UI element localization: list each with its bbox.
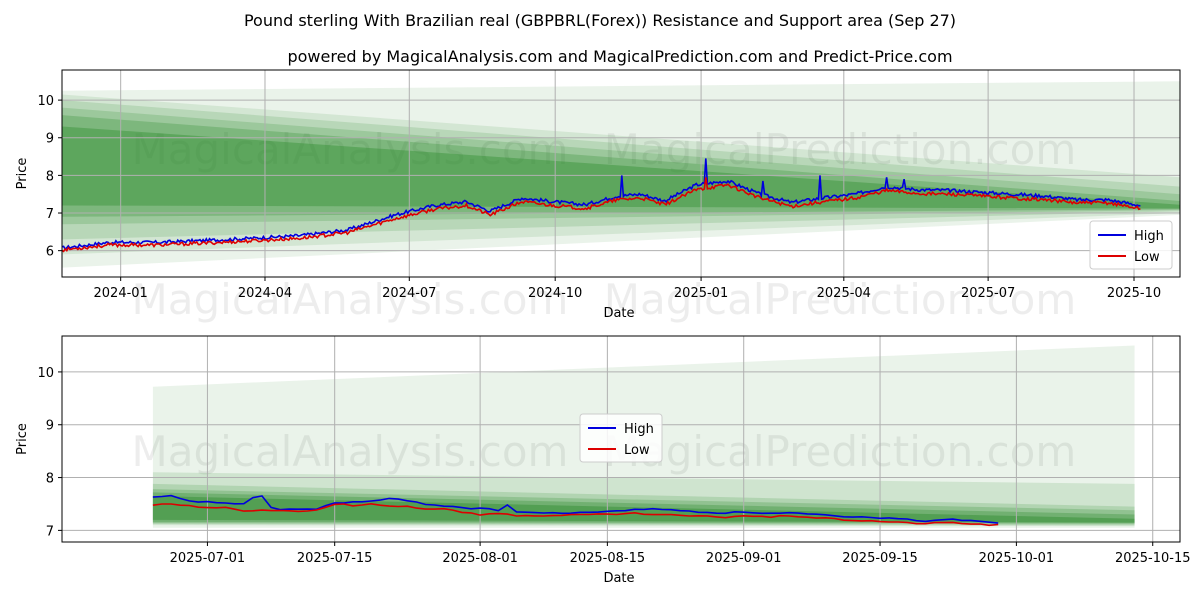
legend-low-label: Low (1134, 250, 1160, 265)
y-tick-label: 10 (37, 94, 54, 109)
x-tick-label: 2025-07-01 (170, 551, 246, 566)
watermark-text: MagicalAnalysis.com (132, 275, 569, 324)
x-tick-label: 2025-09-15 (842, 551, 918, 566)
panel-full-history: MagicalAnalysis.com MagicalAnalysis.com Ma… (15, 69, 1181, 324)
band-area (152, 492, 1135, 523)
band-area (152, 472, 1135, 527)
watermark-text: MagicalAnalysis.com (132, 125, 569, 174)
y-tick-label: 6 (46, 245, 54, 260)
x-axis-label: Date (603, 306, 634, 321)
series-low-line (62, 177, 1141, 253)
chart-title: Pound sterling With Brazilian real (GBPB… (244, 11, 956, 30)
x-tick-label: 2025-08-01 (442, 551, 518, 566)
y-tick-label: 9 (46, 419, 54, 434)
legend-high-label: High (1134, 229, 1164, 244)
chart-subtitle: powered by MagicalAnalysis.com and Magic… (287, 47, 952, 66)
band-area (62, 94, 1180, 255)
x-axis-label: Date (603, 571, 634, 586)
series-group (62, 158, 1141, 253)
y-tick-label: 7 (46, 207, 54, 222)
y-tick-label: 7 (46, 524, 54, 539)
series-high-line (152, 494, 999, 524)
x-tick-label: 2025-10-01 (979, 551, 1055, 566)
x-tick-label: 2025-04 (817, 286, 871, 301)
plot-frame (61, 69, 1181, 278)
y-axis-label: Price (15, 423, 30, 455)
x-tick-label: 2025-07-15 (297, 551, 373, 566)
x-tick-label: 2024-10 (528, 286, 582, 301)
watermark-text: MagicalPrediction.com (604, 125, 1077, 174)
legend-high-label: High (624, 422, 654, 437)
y-tick-label: 10 (37, 366, 54, 381)
x-tick-label: 2025-10-15 (1115, 551, 1191, 566)
panel-recent-zoom: MagicalAnalysis.com MagicalPrediction.com… (15, 335, 1191, 586)
watermark-text: MagicalPrediction.com (604, 275, 1077, 324)
x-tick-label: 2025-07 (961, 286, 1015, 301)
band-area (62, 81, 1180, 268)
x-tick-label: 2025-01 (674, 286, 728, 301)
watermark-text: MagicalPrediction.com (604, 427, 1077, 476)
band-area (152, 483, 1135, 526)
series-low-line (152, 502, 999, 527)
x-tick-label: 2024-01 (94, 286, 148, 301)
series-group (152, 494, 999, 527)
y-tick-label: 9 (46, 132, 54, 147)
y-axis-label: Price (15, 158, 30, 190)
x-tick-label: 2024-04 (238, 286, 292, 301)
series-high-line (62, 158, 1141, 251)
y-tick-label: 8 (46, 472, 54, 487)
band-area (62, 107, 1180, 225)
x-tick-label: 2025-10 (1107, 286, 1161, 301)
legend: High Low (579, 413, 663, 463)
band-area (62, 100, 1180, 240)
legend-low-label: Low (624, 443, 650, 458)
watermark-text: MagicalAnalysis.com (132, 427, 569, 476)
y-tick-label: 8 (46, 169, 54, 184)
plot-frame (61, 335, 1181, 543)
legend: High Low (1089, 220, 1173, 270)
x-tick-label: 2024-07 (382, 286, 436, 301)
x-tick-label: 2025-08-15 (570, 551, 646, 566)
x-tick-label: 2025-09-01 (706, 551, 782, 566)
band-area (152, 489, 1135, 525)
